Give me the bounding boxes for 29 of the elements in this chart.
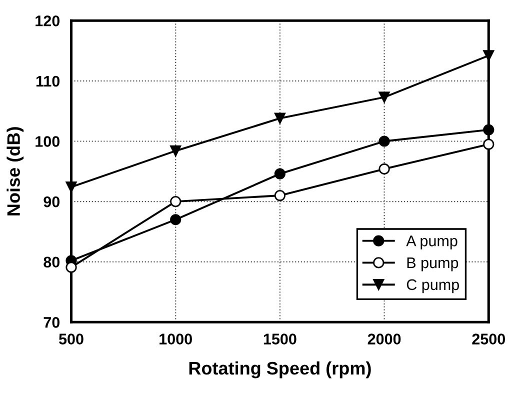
y-tick-label: 80 bbox=[44, 256, 60, 268]
point bbox=[483, 50, 494, 62]
point bbox=[378, 136, 390, 147]
y-tick-label: 70 bbox=[44, 317, 60, 328]
point bbox=[378, 163, 390, 175]
y-tick-label: 100 bbox=[36, 136, 60, 147]
legend-label: C pump bbox=[406, 279, 459, 294]
point bbox=[274, 190, 286, 202]
point bbox=[170, 196, 182, 208]
point bbox=[66, 262, 77, 273]
y-tick-label: 90 bbox=[44, 196, 60, 208]
x-tick-label: 2000 bbox=[368, 334, 401, 344]
y-tick-label: 120 bbox=[36, 16, 60, 26]
x-tick-label: 500 bbox=[58, 334, 84, 344]
point bbox=[170, 145, 182, 156]
x-axis-title: Rotating Speed (rpm) bbox=[189, 361, 371, 378]
point bbox=[274, 112, 286, 124]
legend-label: B pump bbox=[407, 258, 458, 272]
x-tick-label: 1000 bbox=[160, 334, 192, 344]
point bbox=[483, 124, 494, 136]
legend-label: A pump bbox=[406, 236, 458, 250]
y-axis-title: Noise (dB) bbox=[6, 127, 24, 216]
y-tick-label: 110 bbox=[36, 76, 60, 87]
x-tick-label: 2500 bbox=[472, 334, 506, 344]
point bbox=[274, 168, 286, 180]
point bbox=[378, 92, 390, 103]
point bbox=[483, 138, 494, 150]
point bbox=[170, 214, 182, 226]
x-tick-label: 1500 bbox=[264, 334, 296, 344]
